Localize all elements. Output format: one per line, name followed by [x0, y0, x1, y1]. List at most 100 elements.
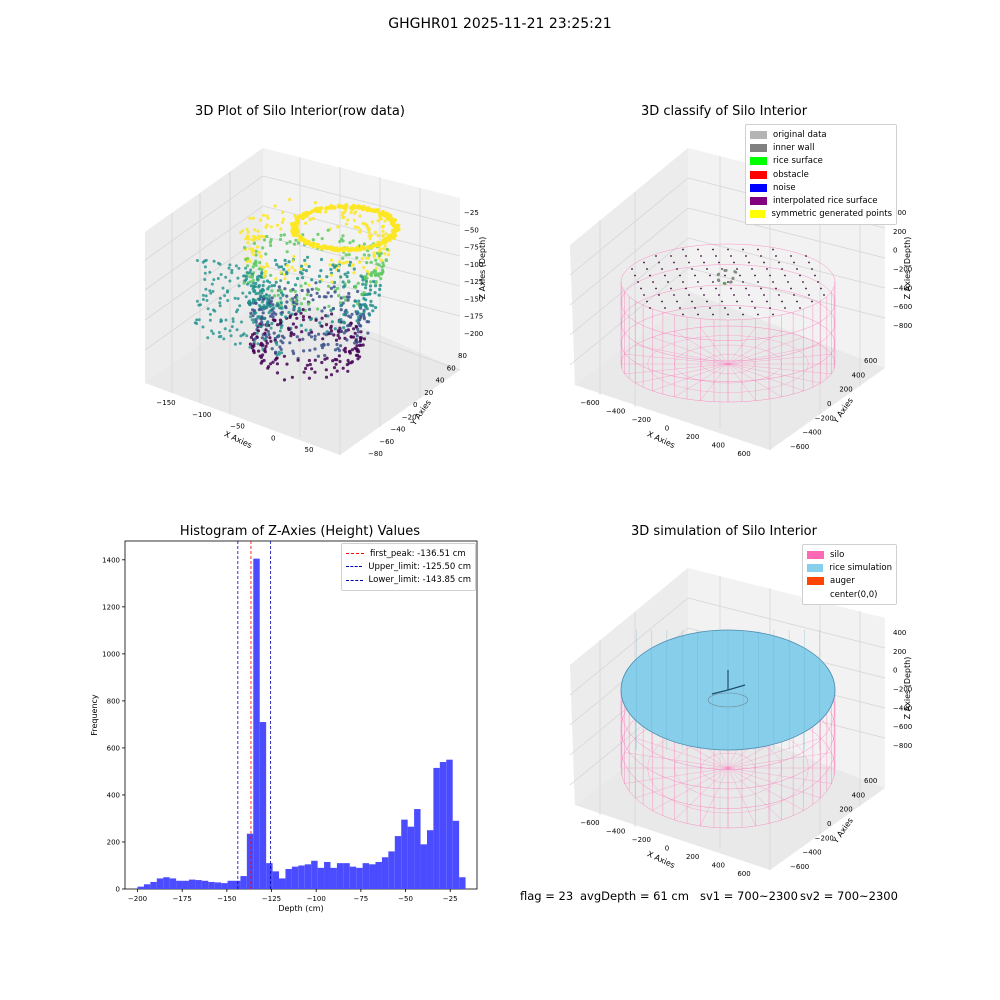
scatter-point	[348, 241, 352, 245]
scatter-point	[219, 273, 223, 276]
scatter-point	[274, 350, 278, 354]
scatter-point	[246, 234, 250, 238]
histogram-bar	[459, 877, 466, 889]
scatter-point	[346, 358, 350, 363]
scatter-point	[195, 259, 199, 262]
scatter-point	[258, 324, 262, 328]
scatter-point	[224, 318, 228, 322]
scatter-point	[293, 225, 298, 230]
scatter-point	[355, 205, 360, 210]
scatter-point	[264, 328, 268, 332]
scatter-point	[248, 291, 252, 295]
p3-plot-frame	[124, 540, 478, 890]
tick-label: 200	[839, 806, 852, 814]
interpolated-point	[655, 255, 657, 257]
p1-scatter-points	[193, 197, 401, 382]
scatter-point	[356, 357, 360, 361]
scatter-point	[320, 316, 324, 320]
interpolated-point	[802, 281, 804, 283]
scatter-point	[344, 222, 349, 226]
legend-label: symmetric generated points	[771, 209, 892, 220]
interpolated-point	[766, 300, 768, 303]
scatter-point	[280, 313, 284, 317]
scatter-point	[355, 334, 359, 338]
scatter-point	[262, 280, 266, 284]
p3-x-ticks: −200 −175 −150 −125 −100 −75 −50 −25	[128, 889, 458, 903]
scatter-point	[303, 308, 308, 312]
scatter-point	[249, 315, 252, 319]
interpolated-point	[691, 268, 693, 270]
scatter-point	[367, 253, 371, 257]
tick-label: 600	[864, 777, 877, 785]
histogram-bar	[201, 880, 209, 889]
tick-label: 0	[271, 434, 275, 442]
scatter-point	[258, 254, 263, 258]
scatter-point	[242, 332, 246, 336]
scatter-point	[277, 288, 281, 292]
scatter-point	[320, 324, 324, 328]
scatter-point	[326, 314, 330, 318]
interpolated-point	[727, 281, 729, 283]
scatter-point	[336, 225, 340, 229]
scatter-point	[265, 264, 269, 268]
interpolated-point	[712, 281, 714, 283]
scatter-point	[281, 210, 285, 215]
scatter-point	[369, 280, 373, 284]
scatter-point	[287, 268, 291, 272]
tick-label: −60	[379, 438, 394, 446]
scatter-point	[310, 209, 315, 214]
scatter-point	[252, 249, 256, 253]
legend-entry: noise	[750, 181, 892, 194]
scatter-point	[338, 260, 342, 264]
scatter-point	[252, 262, 256, 266]
interpolated-point	[769, 307, 771, 309]
scatter-point	[270, 284, 274, 288]
inner-wall-point	[729, 280, 732, 284]
scatter-point	[265, 324, 269, 328]
interpolated-point	[796, 268, 798, 270]
scatter-point	[345, 310, 349, 314]
scatter-point	[375, 272, 379, 276]
scatter-point	[329, 258, 334, 262]
scatter-point	[256, 229, 260, 233]
scatter-point	[297, 306, 301, 310]
scatter-point	[356, 289, 360, 294]
scatter-point	[259, 289, 263, 293]
scatter-point	[356, 315, 361, 320]
scatter-point	[269, 314, 273, 318]
scatter-point	[367, 292, 372, 296]
scatter-point	[364, 256, 368, 260]
scatter-point	[362, 265, 366, 270]
scatter-point	[347, 314, 351, 318]
scatter-point	[259, 275, 263, 279]
interpolated-point	[703, 294, 705, 296]
interpolated-point	[682, 313, 684, 316]
histogram-bar	[163, 877, 170, 889]
tick-label: −200	[632, 416, 651, 424]
scatter-point	[204, 294, 208, 298]
scatter-point	[324, 368, 328, 372]
scatter-point	[354, 285, 358, 289]
scatter-point	[385, 247, 389, 251]
interpolated-point	[685, 287, 687, 290]
tick-label: 600	[864, 357, 877, 365]
scatter-point	[339, 275, 343, 279]
scatter-point	[373, 230, 378, 234]
scatter-point	[254, 236, 258, 240]
scatter-point	[329, 294, 333, 298]
legend-entry: Lower_limit: -143.85 cm	[346, 574, 471, 587]
interpolated-point	[715, 255, 717, 257]
scatter-point	[218, 301, 222, 305]
scatter-point	[259, 361, 263, 365]
scatter-point	[352, 271, 356, 275]
scatter-point	[254, 259, 258, 263]
y-tick-label: 800	[107, 697, 120, 705]
x-tick-label: −200	[128, 895, 147, 903]
scatter-point	[296, 241, 301, 245]
legend-swatch	[750, 197, 767, 206]
scatter-point	[262, 238, 267, 242]
interpolated-point	[673, 261, 675, 264]
scatter-point	[377, 263, 381, 267]
interpolated-point	[799, 307, 801, 309]
scatter-point	[271, 318, 275, 322]
